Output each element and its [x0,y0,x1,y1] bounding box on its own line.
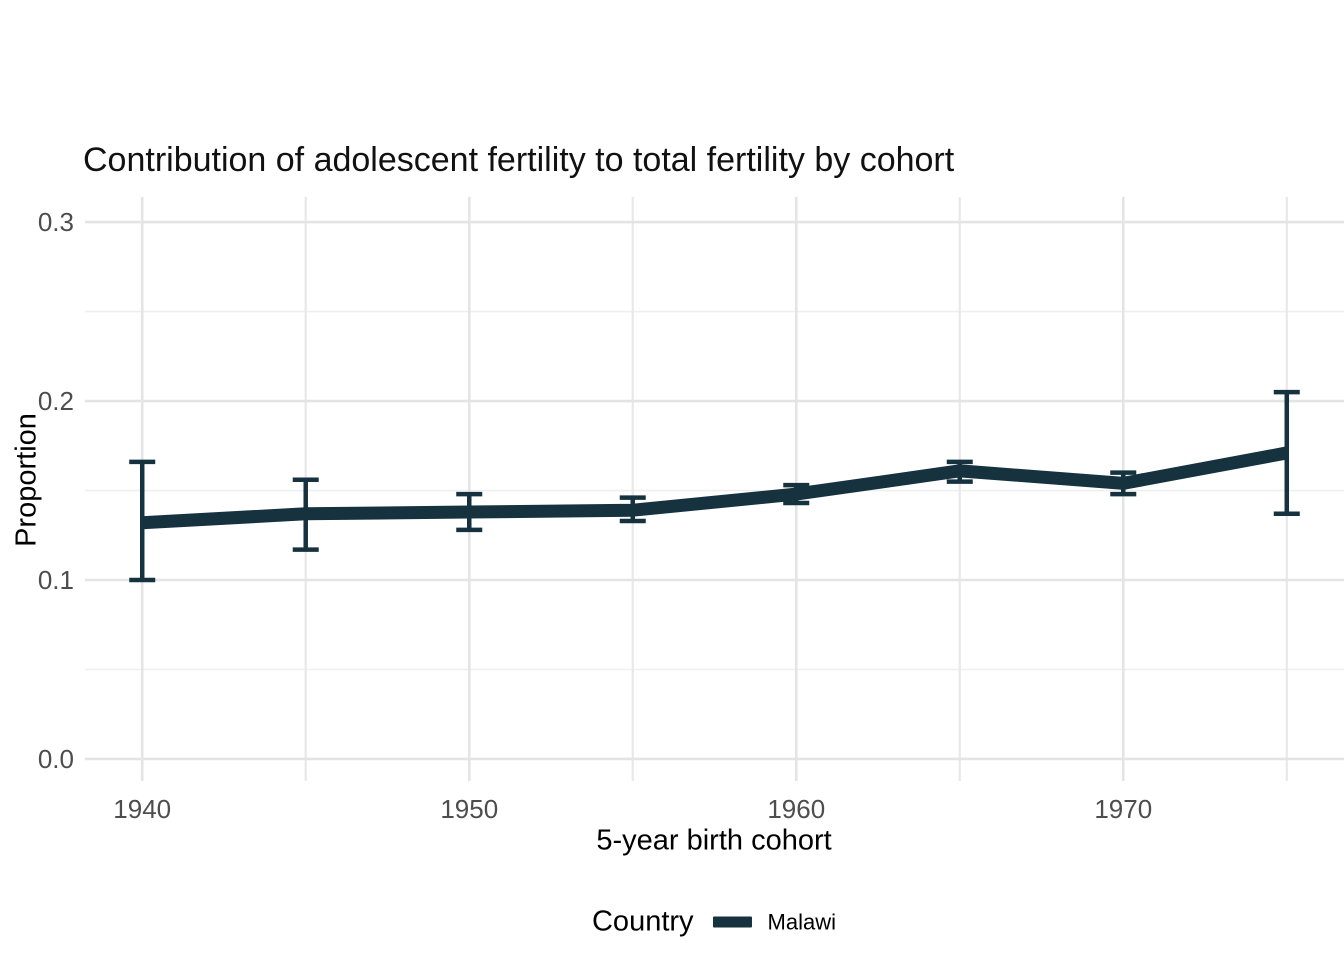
x-tick-label: 1940 [113,794,171,824]
y-tick-label: 0.3 [38,207,74,237]
y-tick-label: 0.2 [38,386,74,416]
series-line-malawi [141,446,1288,530]
y-tick-label: 0.0 [38,744,74,774]
x-tick-label: 1970 [1094,794,1152,824]
legend-item-label: Malawi [767,909,837,934]
legend-title: Country [591,905,694,938]
x-tick-label: 1950 [440,794,498,824]
y-axis-title: Proportion [10,413,43,547]
y-tick-label: 0.1 [38,565,74,595]
legend: Country Malawi [592,906,836,939]
x-tick-label: 1960 [767,794,825,824]
legend-line-swatch-malawi [712,916,752,928]
x-axis-title: 5-year birth cohort [596,824,832,857]
plot-title: Contribution of adolescent fertility to … [83,141,955,179]
